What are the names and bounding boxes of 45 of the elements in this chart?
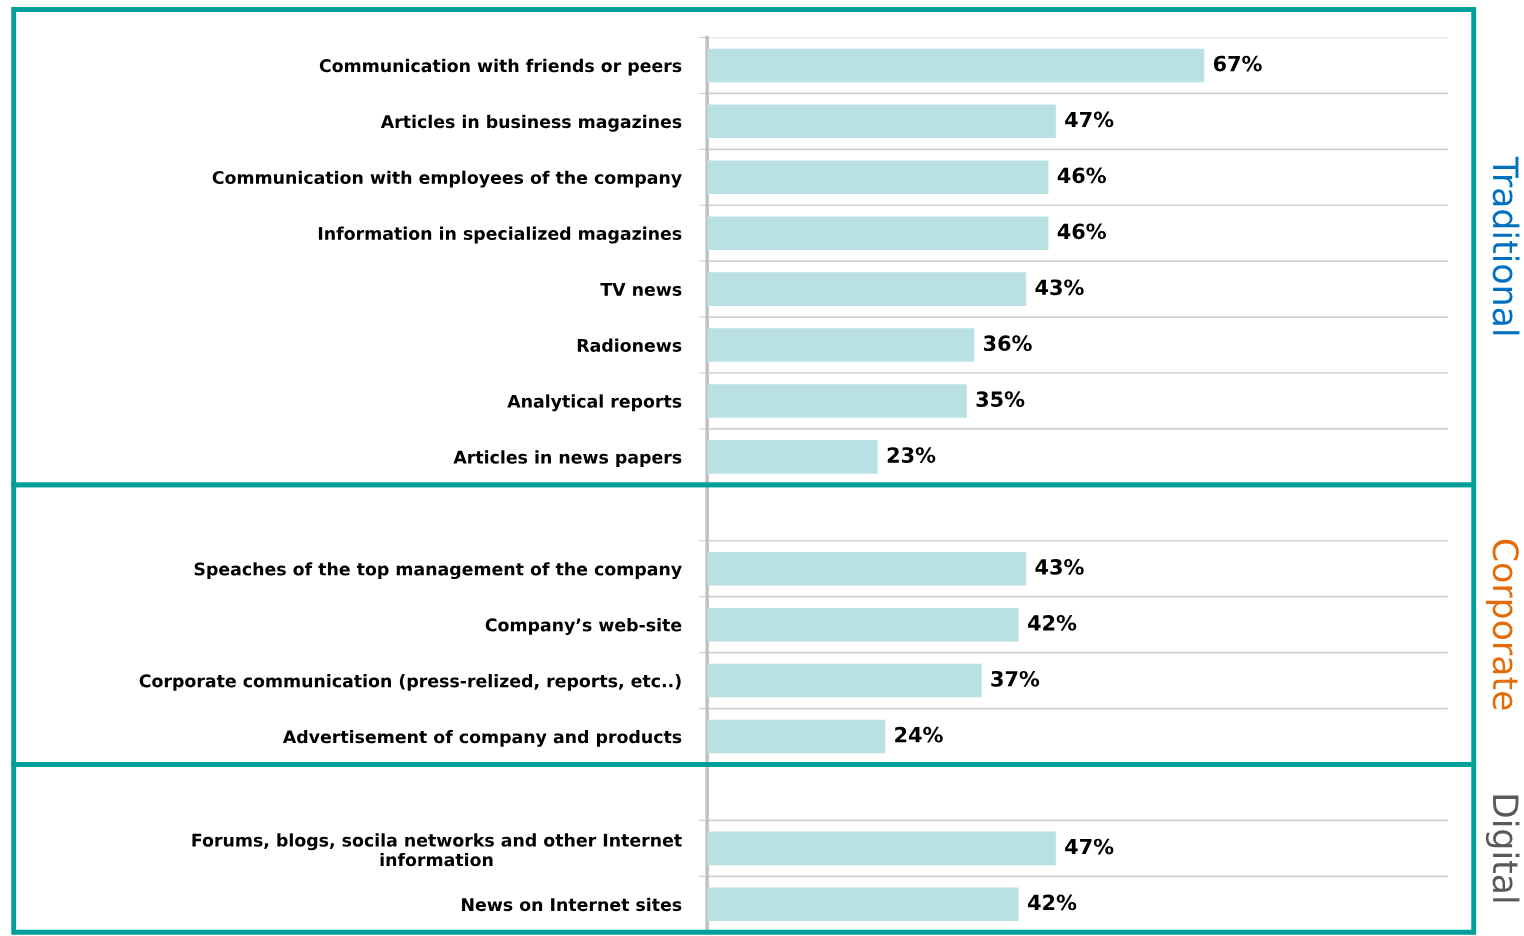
y-tick-label: Company’s web-site: [485, 618, 682, 636]
y-tick-label: Analytical reports: [507, 394, 682, 412]
bar: [707, 719, 886, 754]
bar: [707, 104, 1056, 139]
text: Digital: [1485, 795, 1520, 902]
data-label: 36%: [983, 335, 1032, 352]
data-label: 42%: [1028, 614, 1077, 631]
y-tick-label: Communication with employees of the company: [212, 170, 682, 188]
data-label: 67%: [1213, 55, 1262, 72]
y-tick-label: Speaches of the top management of the company: [194, 562, 682, 580]
bar: [707, 48, 1205, 83]
y-tick-label: Articles in news papers: [453, 450, 682, 468]
y-tick-label: TV news: [600, 283, 682, 296]
data-label: 46%: [1057, 167, 1106, 184]
bar: [707, 440, 878, 474]
data-label: 42%: [1028, 894, 1077, 911]
y-tick-label: Radionews: [577, 338, 682, 352]
y-tick-label: Information in specialized magazines: [318, 226, 682, 244]
y-tick-label: News on Internet sites: [462, 897, 682, 912]
data-label: 47%: [1065, 111, 1114, 128]
data-label: 24%: [895, 726, 943, 743]
data-label: 46%: [1057, 223, 1106, 240]
y-tick-label: Articles in business magazines: [380, 114, 682, 132]
bar: [707, 831, 1056, 866]
bar: [707, 216, 1049, 250]
data-label: 43%: [1035, 279, 1084, 296]
y-tick-label: Communication with friends or peers: [319, 58, 682, 76]
y-tick-label: Forums, blogs, socila networks and other Internet information: [192, 833, 682, 867]
bar: [707, 384, 967, 418]
data-label: 23%: [887, 447, 936, 463]
data-label: 43%: [1035, 559, 1084, 575]
data-label: 37%: [991, 670, 1040, 687]
bar: [707, 607, 1019, 642]
bar: [707, 551, 1027, 586]
data-label: 47%: [1065, 838, 1114, 855]
y-tick-label: Advertisement of company and products: [282, 729, 682, 747]
text: Corporate: [1485, 539, 1519, 710]
bar: [707, 887, 1019, 922]
bar: [707, 272, 1027, 306]
bar: [707, 160, 1049, 195]
text: Traditional: [1492, 156, 1520, 335]
y-tick-label: Corporate communication (press-relized, reports, etc..): [139, 673, 681, 691]
bar: [707, 663, 982, 698]
data-label: 35%: [976, 391, 1025, 407]
bar: [707, 328, 975, 362]
